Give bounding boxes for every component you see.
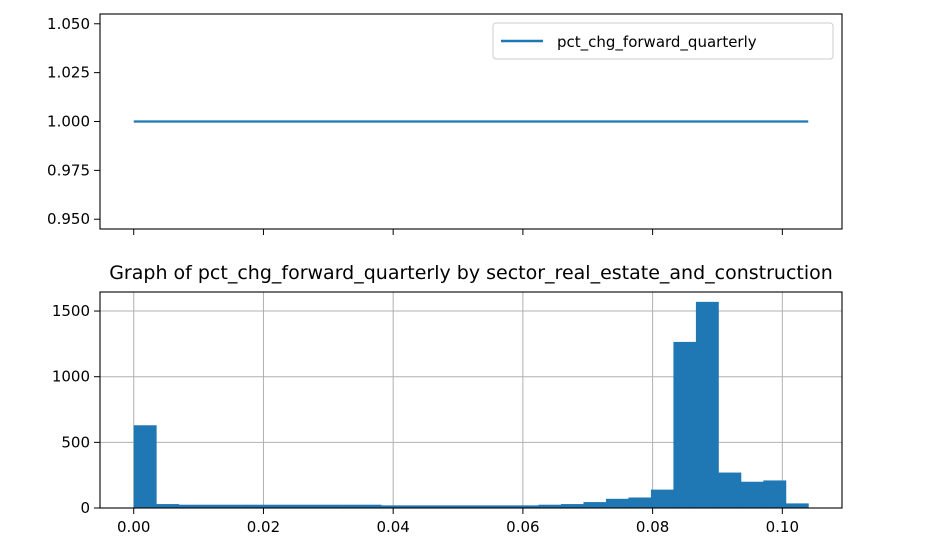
x-tick-label: 0.06 — [506, 518, 539, 536]
legend-box — [492, 22, 834, 60]
histogram-bar — [448, 505, 472, 508]
histogram-bar — [493, 505, 517, 508]
histogram-bar — [740, 481, 764, 508]
line-subplot-frame — [99, 13, 843, 230]
histogram-bar — [516, 505, 539, 508]
histogram-bar — [313, 504, 337, 508]
histogram-bar — [358, 504, 382, 508]
x-tick-label: 0.02 — [247, 518, 280, 536]
histogram-bar — [268, 504, 292, 508]
histogram-bar — [695, 301, 719, 508]
x-tick-label: 0.08 — [636, 518, 669, 536]
histogram-bar — [381, 505, 404, 508]
line-subplot: 0.950 0.975 1.000 1.025 1.050 pct_chg_forwar… — [47, 13, 843, 235]
x-tick-label: 0.10 — [766, 518, 799, 536]
y-tick-label: 1500 — [52, 302, 90, 320]
histogram-bar — [426, 505, 449, 508]
x-tick-label: 0.04 — [376, 518, 409, 536]
histogram-bars — [133, 301, 809, 508]
histogram-bar — [718, 472, 742, 508]
y-tick-label: 1000 — [52, 368, 90, 386]
histogram-bar — [178, 504, 202, 508]
histogram-bar — [628, 497, 652, 508]
legend: pct_chg_forward_quarterly — [492, 22, 834, 60]
histogram-frame — [99, 291, 843, 509]
histogram-bar — [538, 504, 562, 508]
histogram-bar — [583, 502, 607, 508]
y-tick-label: 0 — [80, 499, 90, 517]
histogram-bar — [336, 504, 359, 508]
histogram-bar — [673, 341, 697, 508]
y-tick-label: 1.025 — [47, 64, 90, 82]
y-tick-label: 0.950 — [47, 210, 90, 228]
histogram-bar — [223, 504, 247, 508]
histogram-bar — [156, 504, 180, 508]
legend-label: pct_chg_forward_quarterly — [557, 33, 757, 52]
y-tick-label: 1.050 — [47, 15, 90, 33]
histogram-title: Graph of pct_chg_forward_quarterly by se… — [109, 262, 833, 284]
histogram-bar — [291, 504, 315, 508]
x-tick-label: 0.00 — [117, 518, 150, 536]
y-tick-label: 500 — [61, 433, 90, 451]
histogram-bar — [471, 505, 494, 508]
histogram-bar — [605, 498, 629, 508]
histogram-ticks: 0.00 0.02 0.04 0.06 0.08 0.10 0 500 1000 1500 — [52, 302, 799, 536]
histogram-bar — [133, 425, 157, 508]
histogram-bar — [403, 505, 427, 508]
histogram-bar — [246, 504, 270, 508]
histogram-subplot: Graph of pct_chg_forward_quarterly by se… — [52, 262, 843, 536]
histogram-bar — [650, 489, 674, 508]
y-tick-label: 1.000 — [47, 113, 90, 131]
histogram-bar — [785, 503, 809, 508]
line-subplot-ticks: 0.950 0.975 1.000 1.025 1.050 — [47, 15, 783, 235]
histogram-bar — [763, 480, 787, 508]
histogram-bar — [560, 504, 584, 508]
y-tick-label: 0.975 — [47, 161, 90, 179]
histogram-bar — [201, 504, 225, 508]
